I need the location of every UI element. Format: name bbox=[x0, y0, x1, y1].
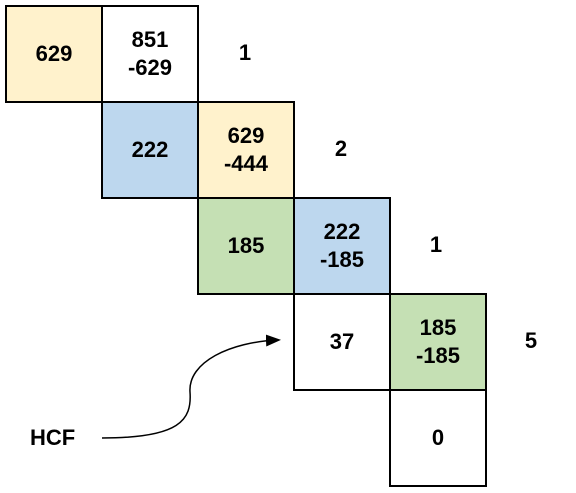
quotient-label: 1 bbox=[238, 40, 252, 65]
subtrahend-value: -185 bbox=[415, 343, 461, 368]
remainder-cell-222: 222 bbox=[101, 101, 199, 199]
remainder-cell-185: 185 bbox=[197, 197, 295, 295]
cell-value: 185 bbox=[227, 233, 265, 258]
division-cell-222: 222 -185 bbox=[293, 197, 391, 295]
subtrahend-value: -444 bbox=[223, 151, 269, 176]
hcf-arrow-curve bbox=[101, 334, 281, 439]
cell-value: 629 bbox=[35, 41, 73, 66]
quotient-label: 1 bbox=[429, 232, 443, 257]
quotient-label: 2 bbox=[334, 136, 348, 161]
dividend-value: 222 bbox=[323, 219, 361, 244]
remainder-cell-629: 629 bbox=[5, 5, 103, 103]
dividend-value: 851 bbox=[131, 27, 169, 52]
cell-value: 222 bbox=[131, 137, 169, 162]
division-cell-851: 851 -629 bbox=[101, 5, 199, 103]
cell-value: 0 bbox=[431, 425, 445, 450]
division-cell-185: 185 -185 bbox=[389, 293, 487, 391]
cell-value: 37 bbox=[329, 329, 355, 354]
subtrahend-value: -629 bbox=[127, 55, 173, 80]
dividend-value: 185 bbox=[419, 315, 457, 340]
subtrahend-value: -185 bbox=[319, 247, 365, 272]
final-remainder-cell: 0 bbox=[389, 389, 487, 487]
remainder-cell-37: 37 bbox=[293, 293, 391, 391]
division-cell-629: 629 -444 bbox=[197, 101, 295, 199]
quotient-label: 5 bbox=[524, 328, 538, 353]
dividend-value: 629 bbox=[227, 123, 265, 148]
hcf-label: HCF bbox=[30, 425, 76, 450]
